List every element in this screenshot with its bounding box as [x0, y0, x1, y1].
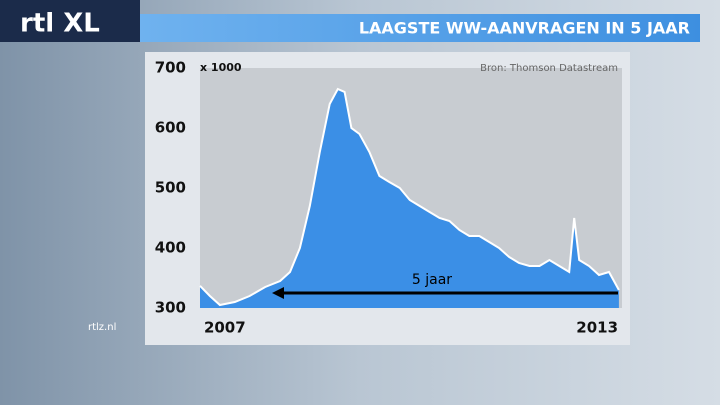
y-tick-label: 700	[155, 59, 186, 77]
logo: rtl XL	[20, 9, 100, 39]
arrow-head	[272, 287, 284, 299]
y-tick-label: 300	[155, 299, 186, 317]
title-bar	[140, 14, 700, 42]
y-tick-label: 600	[155, 119, 186, 137]
source: Bron: Thomson Datastream	[480, 63, 618, 74]
area	[200, 89, 619, 308]
annotation: 5 jaar	[412, 272, 452, 288]
x-tick-label: 2013	[576, 319, 618, 337]
unit-label: x 1000	[200, 61, 242, 74]
y-tick-label: 500	[155, 179, 186, 197]
line	[199, 87, 620, 307]
website: rtlz.nl	[88, 322, 116, 333]
chart-title: LAAGSTE WW-AANVRAGEN IN 5 JAAR	[359, 19, 690, 38]
x-tick-label: 2007	[204, 319, 246, 337]
logo-bar	[0, 0, 140, 42]
y-tick-label: 400	[155, 239, 186, 257]
